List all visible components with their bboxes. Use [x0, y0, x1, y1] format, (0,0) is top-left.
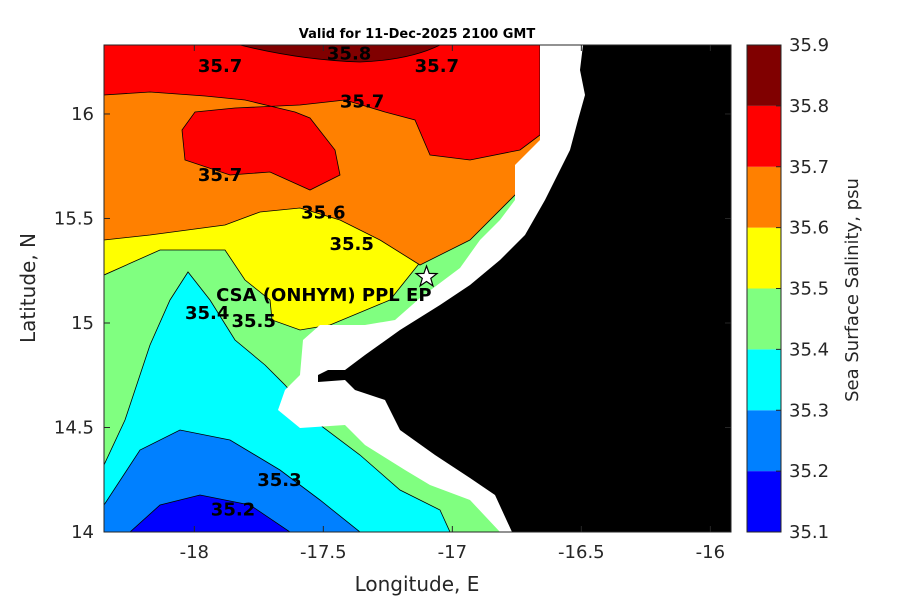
contour-label: 35.5	[231, 311, 275, 332]
colorbar-swatch	[747, 166, 781, 228]
x-tick-label: -17.5	[300, 542, 347, 563]
colorbar-tick-label: 35.7	[789, 157, 829, 178]
site-marker-group: CSA (ONHYM) PPL EP	[216, 264, 439, 306]
y-axis: 14 14.5 15 15.5 16	[54, 104, 731, 543]
y-tick-label: 15.5	[54, 208, 94, 229]
land-mass	[318, 45, 731, 532]
contour-labels: 35.835.7 35.735.735.735.635.535.535.435.3…	[185, 44, 459, 521]
colorbar-tick-label: 35.6	[789, 218, 829, 239]
colorbar-tick-label: 35.5	[789, 279, 829, 300]
x-tick-label: -18	[180, 542, 209, 563]
colorbar-tick-label: 35.2	[789, 461, 829, 482]
y-tick-label: 14	[71, 522, 94, 543]
plot-frame	[103, 44, 732, 533]
colorbar-swatch	[747, 349, 781, 411]
colorbar-tick-label: 35.4	[789, 339, 829, 360]
colorbar: 35.1 35.2 35.3 35.4 35.5 35.6 35.7 35.8 35.9	[746, 35, 829, 543]
contour-label: 35.7	[415, 56, 459, 77]
site-star-icon	[414, 264, 439, 288]
colorbar-swatch	[747, 45, 781, 106]
y-axis-label: Latitude, N	[16, 233, 40, 343]
contour-label: 35.6	[301, 202, 345, 223]
colorbar-swatch	[747, 227, 781, 289]
site-label: CSA (ONHYM) PPL EP	[216, 285, 431, 306]
x-tick-label: -16.5	[558, 542, 605, 563]
salinity-band-35.1	[129, 494, 291, 532]
contour-label: 35.5	[329, 234, 373, 255]
x-axis-label: Longitude, E	[355, 572, 480, 596]
chart-title: Valid for 11-Dec-2025 2100 GMT	[299, 27, 536, 42]
x-tick-label: -16	[696, 542, 725, 563]
contour-label: 35.7	[340, 92, 384, 113]
contour-label: 35.4	[185, 303, 229, 324]
colorbar-swatch	[747, 288, 781, 350]
salinity-band-35.8	[239, 45, 441, 63]
colorbar-swatch	[747, 105, 781, 167]
contour-label: 35.8	[327, 44, 371, 65]
y-tick-label: 16	[71, 104, 94, 125]
colorbar-tick-label: 35.3	[789, 400, 829, 421]
contour-label: 35.3	[257, 470, 301, 491]
y-tick-label: 15	[71, 313, 94, 334]
colorbar-tick-label: 35.9	[789, 35, 829, 56]
contour-label: 35.7	[198, 56, 242, 77]
colorbar-tick-label: 35.1	[789, 522, 829, 543]
colorbar-swatch	[747, 410, 781, 472]
map-area	[104, 45, 731, 532]
x-tick-label: -17	[438, 542, 467, 563]
x-axis: -18 -17.5 -17 -16.5 -16	[180, 45, 725, 563]
y-tick-label: 14.5	[54, 417, 94, 438]
contour-label: 35.2	[211, 499, 255, 520]
contour-label: 35.7	[198, 165, 242, 186]
colorbar-tick-label: 35.8	[789, 96, 829, 117]
colorbar-label: Sea Surface Salinity, psu	[842, 178, 863, 402]
colorbar-swatch	[747, 471, 781, 532]
salinity-band-35.7	[104, 45, 541, 191]
